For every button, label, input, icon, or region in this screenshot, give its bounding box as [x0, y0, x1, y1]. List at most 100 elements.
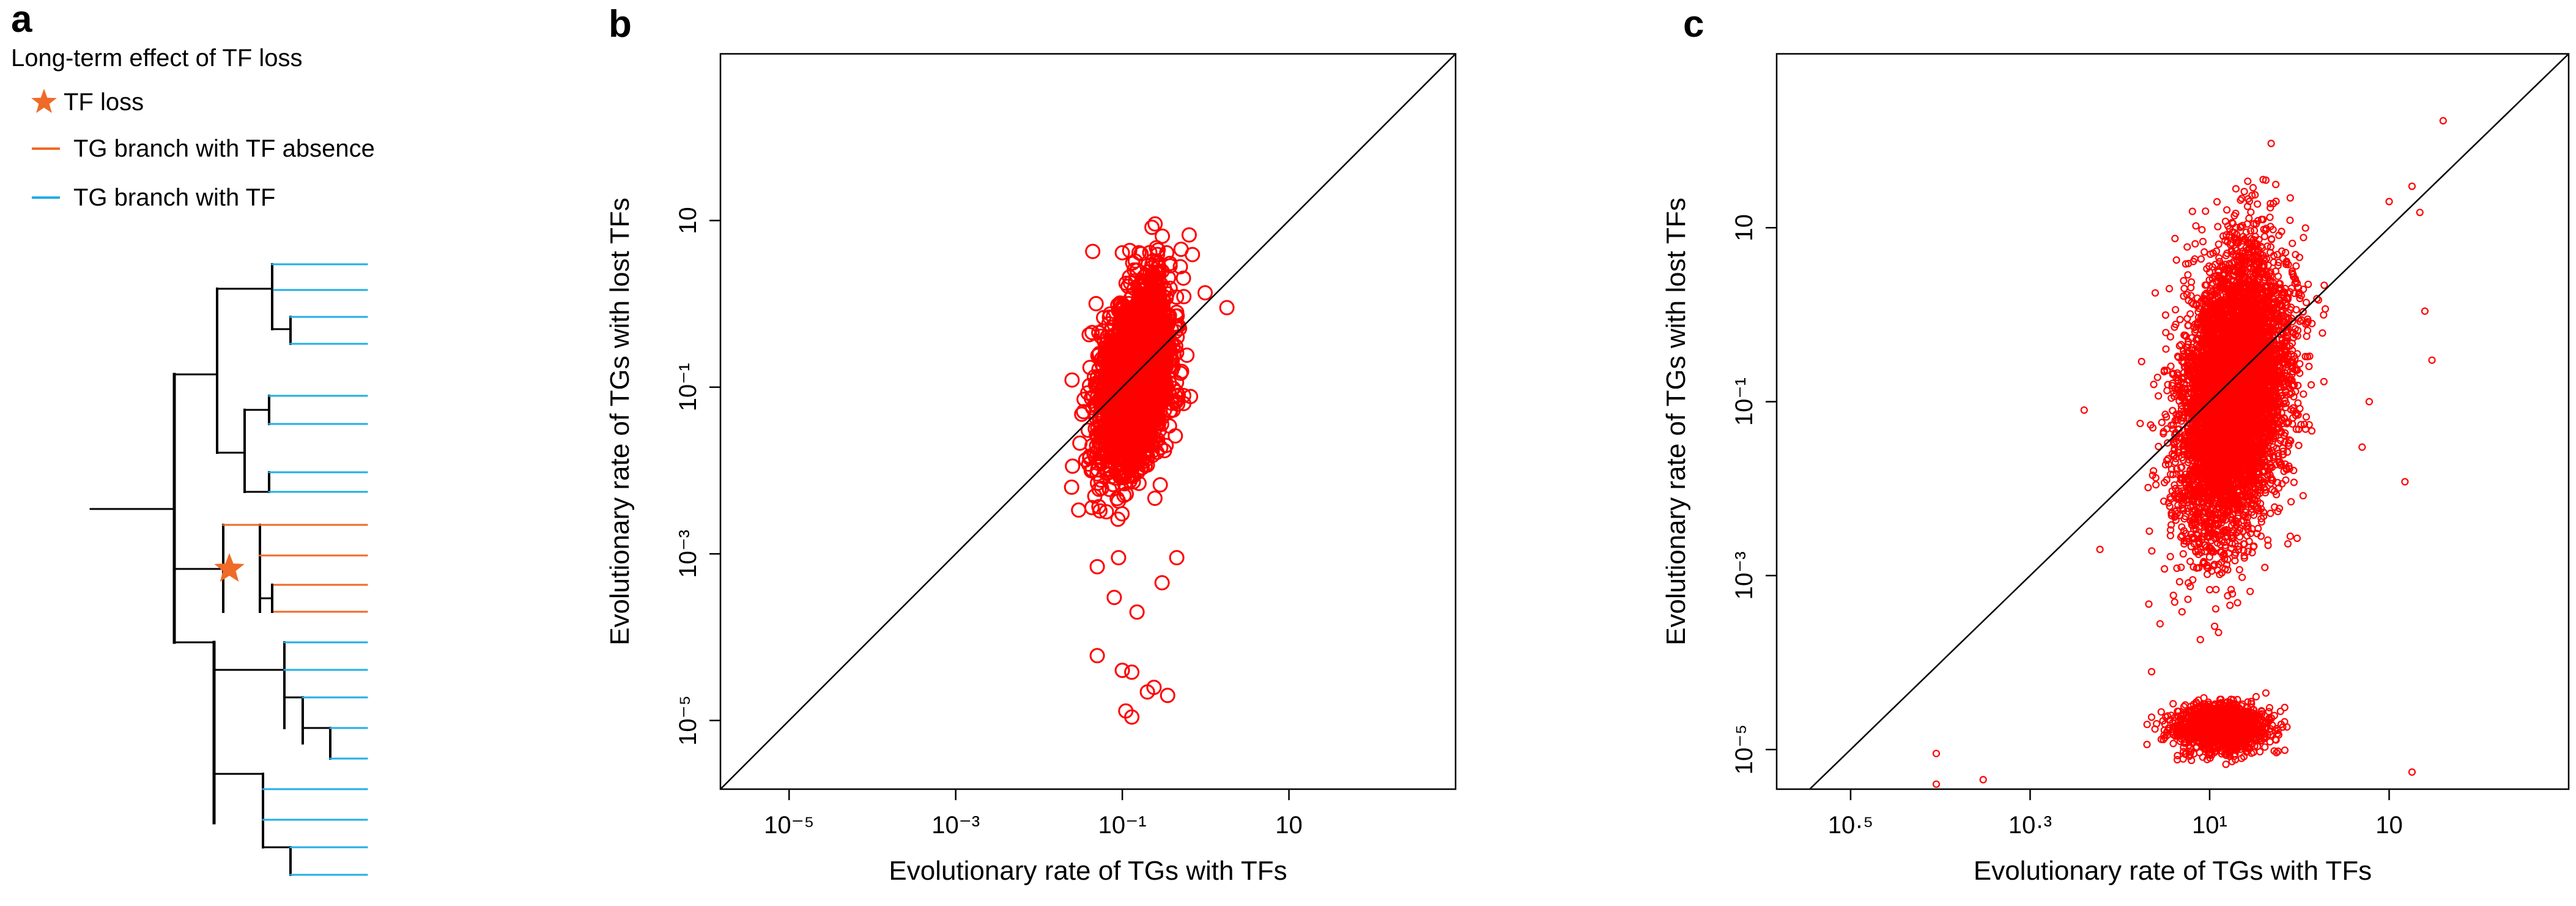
scatter-point	[1121, 359, 1137, 375]
scatter-point	[1121, 423, 1137, 439]
scatter-point	[1132, 397, 1148, 413]
scatter-point	[2289, 239, 2297, 247]
scatter-point	[1185, 247, 1201, 262]
tf-loss-star-icon	[214, 553, 245, 582]
legend-label-tf-loss: TF loss	[64, 89, 144, 116]
scatter-point	[1076, 404, 1092, 420]
scatter-point	[1147, 216, 1163, 232]
scatter-point	[2161, 461, 2169, 469]
scatter-point	[1129, 604, 1145, 620]
scatter-point	[1197, 285, 1213, 301]
scatter-point	[1114, 245, 1130, 261]
scatter-point	[2304, 280, 2312, 288]
scatter-point	[1129, 386, 1145, 402]
scatter-point	[2287, 437, 2295, 445]
scatter-point	[1181, 227, 1197, 243]
scatter-point	[1085, 243, 1101, 259]
scatter-point	[1071, 502, 1087, 518]
scatter-point	[1081, 327, 1097, 343]
scatter-point	[2200, 248, 2208, 256]
scatter-point	[2186, 582, 2194, 590]
scatter-point	[2172, 321, 2180, 329]
scatter-point	[1176, 396, 1191, 412]
scatter-point	[1132, 409, 1148, 425]
scatter-point	[2286, 532, 2294, 540]
y-tick-label: 10⁻⁵	[675, 696, 701, 746]
scatter-point	[1130, 444, 1146, 459]
scatter-point	[2244, 177, 2252, 185]
scatter-point	[2320, 281, 2328, 289]
y-tick-label: 10⁻³	[675, 530, 701, 578]
scatter-point	[2166, 502, 2174, 510]
scatter-point	[2225, 549, 2233, 557]
scatter-point	[1089, 648, 1105, 664]
scatter-point	[2262, 225, 2270, 232]
scatter-point	[2192, 222, 2200, 230]
scatter-point	[1091, 481, 1107, 497]
panel-letter-a: a	[11, 0, 32, 40]
scatter-point	[1111, 550, 1127, 566]
scatter-point	[2278, 247, 2286, 255]
scatter-point	[2305, 362, 2313, 371]
scatter-point	[1121, 332, 1137, 348]
phylogenetic-tree	[89, 263, 368, 876]
scatter-point	[1088, 295, 1104, 311]
scatter-point	[2299, 492, 2307, 500]
x-tick-label: 10⁻³	[931, 812, 980, 839]
scatter-plot-b: 10⁻⁵ 10⁻³ 10⁻¹ 1010⁻⁵10⁻³10⁻¹10Evolutionary…	[605, 53, 1457, 886]
scatter-point	[2273, 251, 2281, 259]
scatter-point	[1147, 491, 1163, 506]
panel-a-tree-legend: a Long-term effect of TF loss TF loss TG…	[11, 0, 375, 876]
scatter-point	[1089, 559, 1105, 574]
scatter-point	[2269, 443, 2277, 451]
scatter-point	[1149, 240, 1164, 256]
scatter-point	[1131, 313, 1147, 329]
scatter-point	[1080, 385, 1096, 401]
scatter-point	[2266, 214, 2274, 221]
scatter-point	[1065, 458, 1081, 474]
scatter-point	[1162, 280, 1178, 296]
legend-label-tf-absence: TG branch with TF absence	[73, 135, 375, 162]
legend-title: Long-term effect of TF loss	[11, 45, 303, 72]
scatter-point	[1101, 309, 1117, 325]
scatter-point	[2155, 442, 2163, 451]
scatter-point	[1121, 324, 1137, 340]
scatter-point	[1084, 500, 1100, 516]
scatter-point	[2207, 537, 2215, 544]
scatter-point	[2290, 466, 2298, 475]
scatter-point	[1105, 477, 1121, 492]
scatter-point	[1072, 435, 1088, 451]
scatter-point	[1112, 451, 1128, 467]
scatter-point	[2161, 311, 2169, 319]
scatter-point	[1160, 688, 1175, 704]
scatter-point	[1131, 367, 1147, 383]
scatter-point	[2301, 224, 2309, 232]
scatter-point	[1168, 428, 1183, 444]
scatter-point	[2235, 566, 2243, 574]
scatter-point	[1100, 368, 1116, 384]
x-axis-title: Evolutionary rate of TGs with TFs	[889, 856, 1287, 886]
y-tick-label: 10⁻¹	[675, 363, 701, 411]
scatter-point	[2206, 585, 2214, 594]
scatter-point	[1114, 663, 1130, 678]
scatter-point	[1106, 590, 1122, 606]
plot-area	[720, 54, 1456, 789]
scatter-point	[1095, 323, 1111, 339]
panel-c-scatter: c 10·⁵ 10·³ 10¹ 1010⁻⁵10⁻³10⁻¹10Evolutionar…	[1661, 3, 2570, 886]
scatter-point	[1121, 411, 1137, 427]
scatter-point	[2163, 387, 2171, 395]
identity-line	[720, 54, 1456, 789]
scatter-point	[1149, 354, 1164, 370]
scatter-point	[2281, 288, 2289, 296]
scatter-point	[1147, 264, 1163, 280]
scatter-point	[2214, 223, 2222, 231]
scatter-point	[1169, 550, 1185, 566]
scatter-point	[1117, 476, 1133, 492]
scatter-point	[2320, 377, 2328, 385]
scatter-point	[1162, 258, 1178, 274]
scatter-point	[2179, 550, 2187, 558]
scatter-point	[1154, 575, 1170, 591]
scatter-point	[2304, 327, 2312, 335]
scatter-point	[2144, 483, 2152, 492]
